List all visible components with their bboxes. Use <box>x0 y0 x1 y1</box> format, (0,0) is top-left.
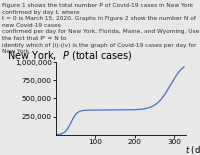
X-axis label: $t$ (days): $t$ (days) <box>185 144 200 155</box>
Text: Figure 1 shows the total number P of Covid-19 cases in New York confirmed by day: Figure 1 shows the total number P of Cov… <box>2 3 199 54</box>
Text: New York,  $P$ (total cases): New York, $P$ (total cases) <box>7 49 132 62</box>
